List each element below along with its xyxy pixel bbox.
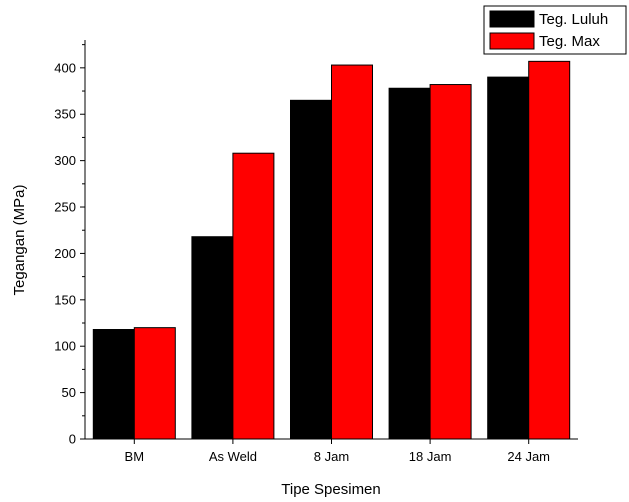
x-axis-title: Tipe Spesimen xyxy=(281,481,381,498)
y-tick-label: 150 xyxy=(54,292,76,307)
bar-teg-max-bm xyxy=(133,327,176,440)
axes-group: BM As Weld 8 Jam 18 Jam 24 Jam 0 50 100 150 200 25… xyxy=(54,40,578,464)
legend-swatch xyxy=(489,10,535,28)
bar-teg-max-8-jam xyxy=(331,64,373,440)
legend: Teg. Luluh Teg. Max xyxy=(483,5,627,55)
y-tick-label: 50 xyxy=(62,385,76,400)
bar-teg-max-24-jam xyxy=(528,60,571,440)
bar-teg-luluh-8-jam xyxy=(290,99,332,440)
y-tick-label: 200 xyxy=(54,246,76,261)
x-tick-label: 8 Jam xyxy=(314,449,349,464)
x-tick-label: 24 Jam xyxy=(507,449,550,464)
legend-label: Teg. Max xyxy=(539,33,600,50)
x-tick-label: 18 Jam xyxy=(409,449,452,464)
bar-teg-max-as-weld xyxy=(232,152,275,440)
bar-teg-luluh-bm xyxy=(92,329,135,440)
x-tick-label: As Weld xyxy=(209,449,257,464)
y-tick-label: 350 xyxy=(54,107,76,122)
y-tick-label: 250 xyxy=(54,200,76,215)
y-tick-label: 100 xyxy=(54,339,76,354)
y-tick-label: 400 xyxy=(54,60,76,75)
legend-swatch xyxy=(489,32,535,50)
bar-teg-luluh-24-jam xyxy=(487,76,530,440)
y-tick-label: 300 xyxy=(54,153,76,168)
bar-teg-max-18-jam xyxy=(429,84,472,440)
y-tick-label: 0 xyxy=(69,432,76,447)
bars-group xyxy=(92,60,571,440)
bar-teg-luluh-as-weld xyxy=(191,236,234,440)
bar-teg-luluh-18-jam xyxy=(388,87,431,440)
y-axis-title: Tegangan (MPa) xyxy=(11,185,28,296)
legend-label: Teg. Luluh xyxy=(539,11,608,28)
x-tick-label: BM xyxy=(125,449,145,464)
